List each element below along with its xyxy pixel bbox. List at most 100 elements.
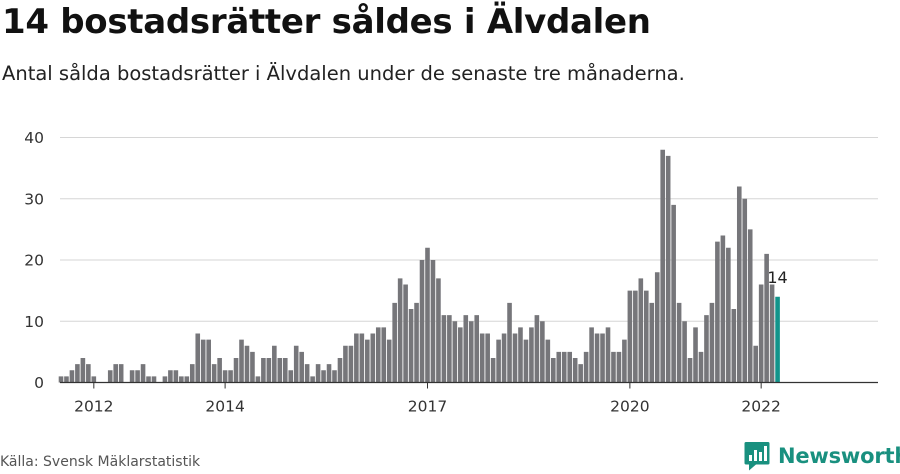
- bar: [135, 370, 140, 383]
- bar: [179, 376, 184, 383]
- bar: [523, 339, 529, 383]
- bar: [529, 327, 534, 383]
- bar: [654, 272, 660, 383]
- bar: [633, 290, 638, 383]
- bar: [441, 315, 447, 383]
- bar: [556, 351, 562, 383]
- bar: [414, 302, 419, 383]
- bar: [146, 376, 151, 383]
- last-value-label: 14: [767, 268, 787, 287]
- bar: [693, 327, 698, 383]
- bar: [572, 358, 578, 383]
- bar-latest: [775, 296, 780, 383]
- bar: [715, 241, 720, 383]
- bar: [239, 339, 244, 383]
- bar: [687, 358, 693, 383]
- chart-subtitle: Antal sålda bostadsrätter i Älvdalen und…: [2, 62, 685, 85]
- bar: [375, 327, 381, 383]
- bar: [233, 358, 239, 383]
- bar: [589, 327, 594, 383]
- bar: [365, 339, 370, 383]
- bar: [660, 149, 665, 383]
- bar: [682, 321, 687, 383]
- bar: [75, 364, 80, 383]
- bar: [578, 364, 583, 383]
- bar: [173, 370, 179, 383]
- bar: [534, 315, 540, 383]
- bar: [348, 345, 354, 383]
- bar: [551, 358, 556, 383]
- bar: [354, 333, 359, 383]
- bar: [288, 370, 294, 383]
- bar: [594, 333, 600, 383]
- bar: [91, 376, 97, 383]
- bar: [764, 253, 769, 383]
- bar: [540, 321, 545, 383]
- y-tick-label-10: 10: [24, 313, 44, 331]
- bar: [140, 364, 146, 383]
- bar: [403, 284, 408, 383]
- bar: [468, 321, 474, 383]
- bar: [616, 351, 622, 383]
- bar: [244, 345, 250, 383]
- bar: [458, 327, 463, 383]
- bar: [250, 351, 255, 383]
- bar: [474, 315, 480, 383]
- bar: [720, 235, 726, 383]
- y-tick-label-0: 0: [34, 374, 44, 392]
- bar: [195, 333, 201, 383]
- bar: [293, 345, 299, 383]
- bar: [436, 278, 441, 383]
- y-tick-label-40: 40: [24, 129, 44, 147]
- bar: [408, 309, 414, 383]
- bar: [304, 364, 310, 383]
- newsworthy-logo: Newsworthy: [744, 441, 900, 471]
- bar: [299, 351, 304, 383]
- bar: [217, 358, 222, 383]
- bar: [769, 284, 775, 383]
- bar: [747, 229, 753, 383]
- bar: [266, 358, 272, 383]
- bar: [430, 260, 436, 383]
- bar: [184, 376, 190, 383]
- bar: [200, 339, 206, 383]
- bar: [370, 333, 376, 383]
- x-tick-label-2012: 2012: [74, 398, 113, 416]
- x-tick-label-2022: 2022: [741, 398, 780, 416]
- bar: [709, 302, 715, 383]
- y-tick-label-30: 30: [24, 190, 44, 208]
- bar: [261, 358, 266, 383]
- bar: [359, 333, 365, 383]
- bar: [758, 284, 764, 383]
- bar: [507, 302, 512, 383]
- bar: [742, 198, 748, 383]
- bar: [518, 327, 523, 383]
- bar: [665, 155, 671, 383]
- bar: [118, 364, 124, 383]
- bar: [272, 345, 277, 383]
- bar: [64, 376, 69, 383]
- x-tick-label-2014: 2014: [205, 398, 244, 416]
- brand-name: Newsworthy: [778, 444, 900, 468]
- bar: [561, 351, 567, 383]
- bar: [611, 351, 616, 383]
- bar: [392, 302, 397, 383]
- bar: [337, 358, 343, 383]
- bar: [736, 186, 742, 383]
- bar: [490, 358, 496, 383]
- bar: [753, 345, 758, 383]
- bar: [228, 370, 233, 383]
- bar: [277, 358, 283, 383]
- bar: [58, 376, 64, 383]
- bar: [255, 376, 261, 383]
- bar: [463, 315, 469, 383]
- bar: [622, 339, 627, 383]
- bar: [671, 204, 676, 383]
- bar: [605, 327, 611, 383]
- bar: [113, 364, 118, 383]
- bar: [321, 370, 326, 383]
- bar: [726, 247, 731, 383]
- bar: [643, 290, 649, 383]
- bar: [80, 358, 86, 383]
